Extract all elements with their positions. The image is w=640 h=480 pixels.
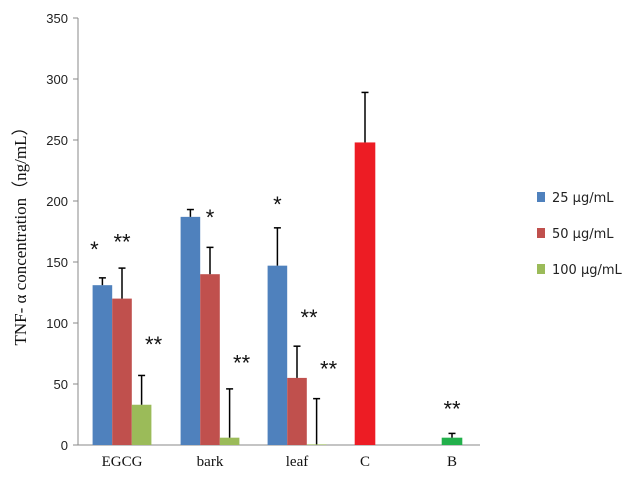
- bar-bark-series3: [219, 437, 240, 445]
- x-tick-label: C: [360, 454, 370, 470]
- y-tick-label: 300: [46, 72, 68, 87]
- y-tick-label: 100: [46, 316, 68, 331]
- legend-swatch: [537, 192, 545, 202]
- legend-label: 25 μg/mL: [552, 191, 614, 206]
- bar-egcg-series3: [131, 404, 152, 445]
- significance-marker: *: [206, 205, 215, 230]
- y-tick-label: 150: [46, 255, 68, 270]
- annotations: * **************: [90, 192, 461, 422]
- bar-leaf-series1: [267, 265, 288, 445]
- bar-egcg-series1: [92, 285, 113, 445]
- y-tick-label: 350: [46, 11, 68, 26]
- bar-leaf-series3: [306, 444, 327, 445]
- y-tick-label: 50: [54, 377, 68, 392]
- y-tick-label: 200: [46, 194, 68, 209]
- bar-egcg-series2: [112, 298, 132, 445]
- x-tick-label: EGCG: [102, 454, 143, 470]
- legend-swatch: [537, 264, 545, 274]
- significance-marker: **: [113, 230, 131, 255]
- axes: 0 50 100 150 200 250 300 350 EGCG bark leaf C B: [46, 11, 480, 470]
- legend-swatch: [537, 228, 545, 238]
- bar-bark-series1: [180, 216, 201, 445]
- y-tick-label: 250: [46, 133, 68, 148]
- bar-bark-series2: [200, 274, 220, 445]
- bars: [92, 91, 463, 445]
- significance-marker: *: [273, 192, 282, 217]
- y-axis-label: TNF- α concentration（ng/mL）: [11, 118, 30, 345]
- legend-label: 50 μg/mL: [552, 227, 614, 242]
- significance-marker: **: [443, 397, 461, 422]
- legend: 25 μg/mL 50 μg/mL 100 μg/mL: [537, 191, 623, 278]
- y-tick-label: 0: [61, 438, 68, 453]
- x-tick-label: B: [447, 454, 457, 470]
- significance-marker: *: [90, 237, 99, 262]
- bar-leaf-series2: [287, 377, 307, 445]
- significance-marker: **: [233, 350, 251, 375]
- significance-marker: **: [145, 332, 163, 357]
- x-tick-label: bark: [197, 454, 224, 470]
- significance-marker: **: [300, 305, 318, 330]
- legend-label: 100 μg/mL: [552, 263, 623, 278]
- x-tick-label: leaf: [286, 454, 308, 470]
- bar-c: [354, 142, 376, 445]
- significance-marker: **: [320, 356, 338, 381]
- bar-b: [441, 437, 463, 445]
